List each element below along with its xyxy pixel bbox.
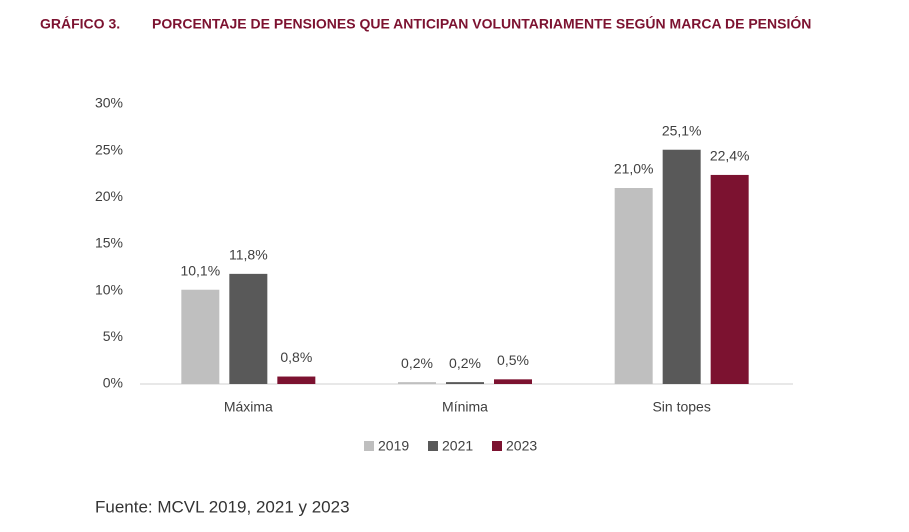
chart-label: GRÁFICO 3. xyxy=(40,16,120,32)
legend-swatch xyxy=(492,441,502,451)
x-tick-label: Máxima xyxy=(224,399,273,415)
y-tick-label: 0% xyxy=(103,375,123,391)
source: Fuente: MCVL 2019, 2021 y 2023 xyxy=(95,497,350,516)
x-tick-label: Mínima xyxy=(442,399,488,415)
bar xyxy=(614,188,653,384)
y-tick-label: 25% xyxy=(95,141,123,157)
bar xyxy=(710,174,749,384)
legend-swatch xyxy=(364,441,374,451)
legend-label: 2021 xyxy=(442,438,473,454)
legend-label: 2019 xyxy=(378,438,409,454)
y-tick-label: 15% xyxy=(95,235,123,251)
bar xyxy=(662,149,701,384)
bar xyxy=(446,382,484,384)
value-label: 0,5% xyxy=(497,352,529,368)
bar xyxy=(398,382,436,384)
value-label: 25,1% xyxy=(662,122,702,138)
chart-title: PORCENTAJE DE PENSIONES QUE ANTICIPAN VO… xyxy=(152,15,811,32)
legend-swatch xyxy=(428,441,438,451)
value-label: 0,8% xyxy=(280,349,312,365)
value-label: 11,8% xyxy=(229,247,268,263)
bar xyxy=(229,273,268,384)
y-tick-label: 10% xyxy=(95,281,123,297)
legend-label: 2023 xyxy=(506,438,537,454)
value-label: 22,4% xyxy=(710,148,750,164)
bar xyxy=(494,379,532,384)
value-label: 0,2% xyxy=(449,355,481,371)
value-label: 10,1% xyxy=(180,262,220,278)
y-tick-label: 20% xyxy=(95,188,123,204)
value-label: 21,0% xyxy=(614,161,654,177)
bar xyxy=(181,289,220,384)
x-tick-label: Sin topes xyxy=(652,399,710,415)
value-label: 0,2% xyxy=(401,355,433,371)
bar xyxy=(277,376,316,384)
y-tick-label: 5% xyxy=(103,328,123,344)
y-tick-label: 30% xyxy=(95,95,123,111)
